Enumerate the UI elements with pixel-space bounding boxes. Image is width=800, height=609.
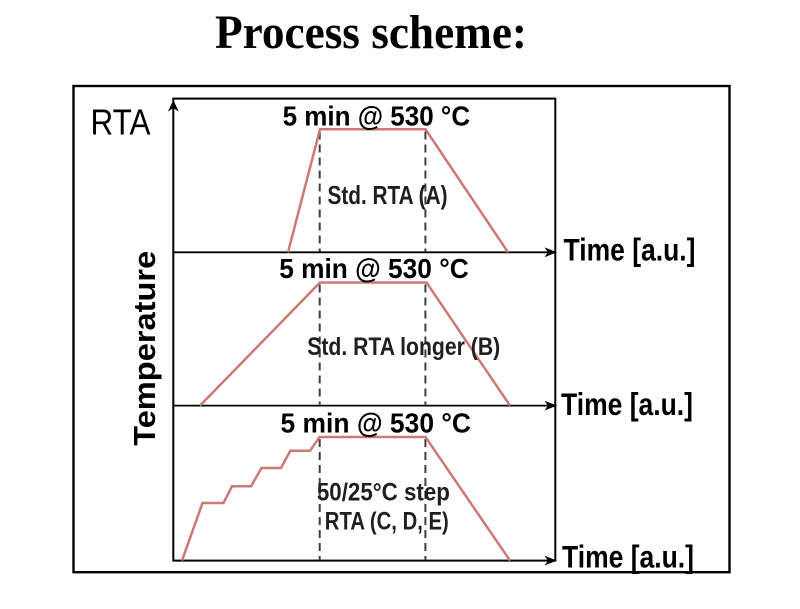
svg-text:Temperature: Temperature xyxy=(128,251,162,446)
svg-text:Std. RTA (A): Std. RTA (A) xyxy=(328,180,448,210)
svg-text:5 min @ 530 °C: 5 min @ 530 °C xyxy=(281,408,472,439)
svg-text:Std. RTA longer (B): Std. RTA longer (B) xyxy=(307,333,500,361)
svg-text:50/25°C step: 50/25°C step xyxy=(317,478,450,506)
svg-text:Process scheme:: Process scheme: xyxy=(215,6,527,59)
svg-text:RTA: RTA xyxy=(91,102,152,143)
svg-text:5 min @ 530 °C: 5 min @ 530 °C xyxy=(279,253,469,284)
svg-text:Time [a.u.]: Time [a.u.] xyxy=(562,539,694,575)
svg-text:RTA (C, D, E): RTA (C, D, E) xyxy=(325,508,449,536)
svg-text:Time [a.u.]: Time [a.u.] xyxy=(564,231,696,267)
svg-text:5 min @ 530 °C: 5 min @ 530 °C xyxy=(283,101,471,132)
svg-text:Time [a.u.]: Time [a.u.] xyxy=(561,386,693,422)
